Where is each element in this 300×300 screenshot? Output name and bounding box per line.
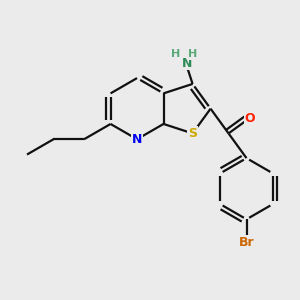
Text: S: S: [188, 127, 197, 140]
Text: H: H: [171, 49, 180, 59]
Text: O: O: [244, 112, 255, 124]
Text: N: N: [132, 133, 142, 146]
Text: N: N: [182, 57, 192, 70]
Text: Br: Br: [239, 236, 254, 249]
Text: H: H: [188, 49, 198, 59]
